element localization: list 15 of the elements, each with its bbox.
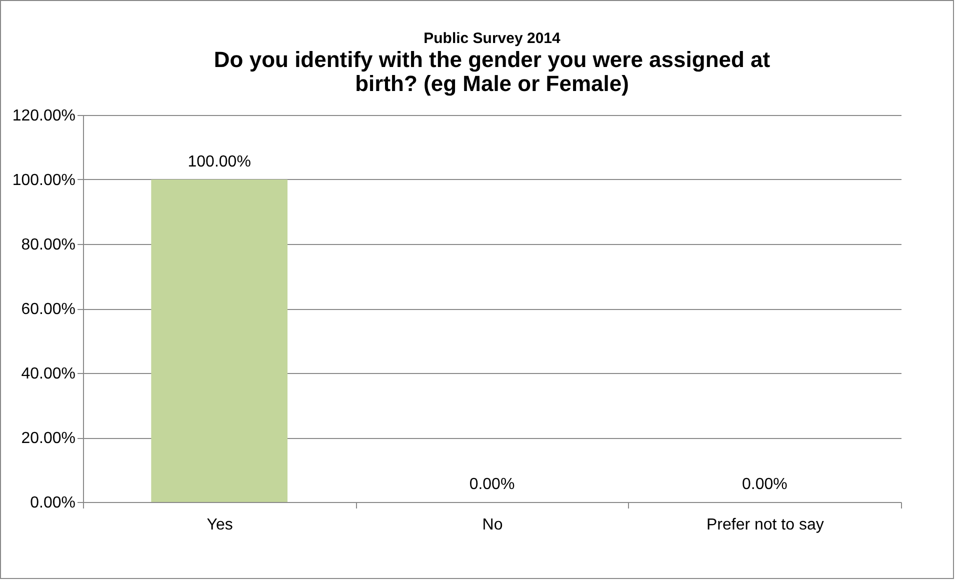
x-tick-label: No <box>482 516 503 534</box>
data-label: 0.00% <box>742 476 788 493</box>
x-tick-label: Yes <box>206 516 233 534</box>
y-tick-label: 60.00% <box>21 301 76 318</box>
y-tick-label: 20.00% <box>21 430 76 447</box>
y-tick-label: 100.00% <box>12 172 76 189</box>
data-label: 100.00% <box>188 154 251 170</box>
y-tick-label: 120.00% <box>12 108 76 124</box>
y-tick-label: 40.00% <box>21 366 76 382</box>
chart-title: Public Survey 2014 <box>424 30 562 47</box>
y-tick-label: 80.00% <box>21 236 76 254</box>
y-tick-label: 0.00% <box>30 494 76 512</box>
chart-subtitle: Do you identify with the gender you were assigned at birth? (eg Male or Female) <box>214 47 771 96</box>
x-tick-label: Prefer not to say <box>706 516 824 534</box>
data-label: 0.00% <box>469 476 515 493</box>
